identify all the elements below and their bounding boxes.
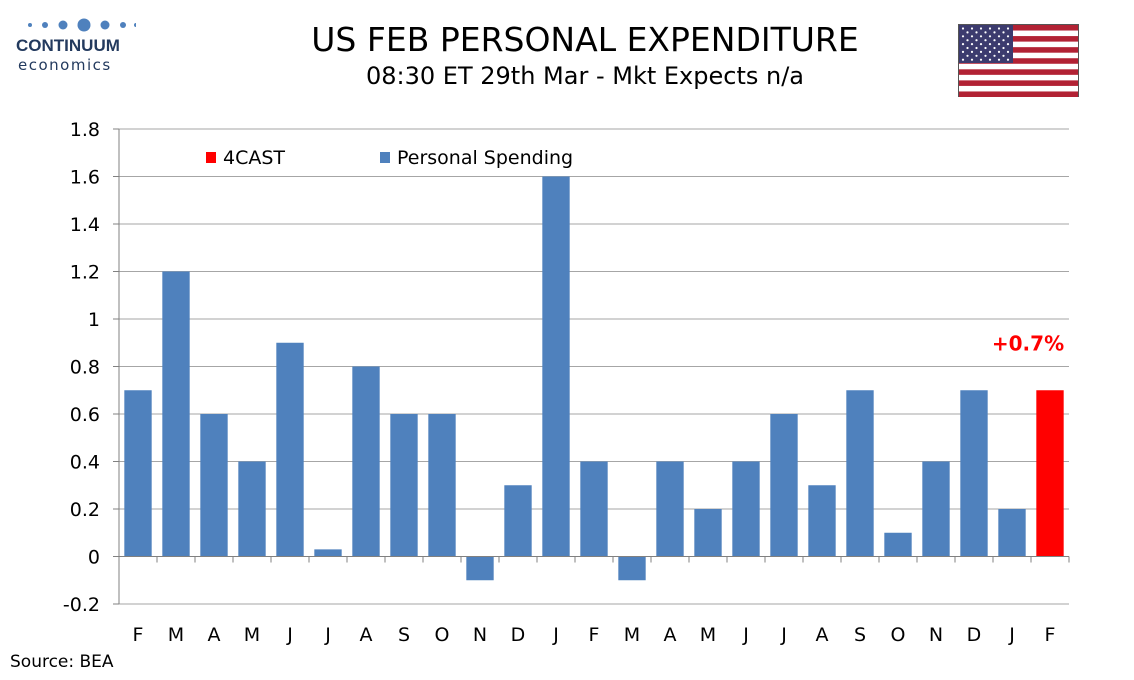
y-tick-label: 1.8: [70, 119, 100, 141]
logo-name: CONTINUUM: [16, 36, 120, 55]
chart-subtitle: 08:30 ET 29th Mar - Mkt Expects n/a: [366, 62, 804, 90]
spending-bar: [542, 176, 570, 557]
x-tick-label: D: [967, 624, 982, 646]
x-tick-label: J: [552, 624, 559, 646]
source-note: Source: BEA: [10, 652, 114, 672]
forecast-label: +0.7%: [992, 331, 1064, 355]
x-tick-label: S: [398, 624, 410, 646]
x-tick-label: J: [1008, 624, 1015, 646]
us-flag-icon: [958, 24, 1079, 97]
spending-bar: [162, 271, 190, 557]
x-tick-label: J: [780, 624, 787, 646]
y-tick-label: 0.8: [70, 357, 100, 379]
x-tick-label: A: [360, 624, 373, 646]
x-tick-label: M: [624, 624, 640, 646]
y-tick-label: -0.2: [63, 594, 100, 616]
y-tick-label: 0: [88, 547, 100, 569]
y-tick-label: 1.2: [70, 262, 100, 284]
spending-bar: [428, 414, 456, 557]
y-tick-label: 1: [88, 309, 100, 331]
x-tick-label: F: [1045, 624, 1056, 646]
x-tick-label: A: [664, 624, 677, 646]
spending-bar: [314, 549, 342, 557]
bars: [124, 176, 1064, 581]
logo-dots-icon: [28, 18, 136, 32]
spending-bar: [808, 485, 836, 557]
legend-swatch: [380, 152, 390, 163]
x-tick-label: A: [816, 624, 829, 646]
legend-label: Personal Spending: [397, 147, 573, 169]
spending-bar: [200, 414, 228, 557]
spending-bar: [998, 509, 1026, 557]
spending-bar: [922, 461, 950, 557]
x-tick-label: M: [700, 624, 716, 646]
x-tick-label: S: [854, 624, 866, 646]
spending-bar: [390, 414, 418, 557]
spending-bar: [352, 366, 380, 557]
y-tick-label: 0.2: [70, 499, 100, 521]
x-tick-label: F: [589, 624, 600, 646]
spending-bar: [124, 390, 152, 557]
logo-subtitle: economics: [18, 56, 112, 74]
legend-label: 4CAST: [223, 147, 285, 169]
x-tick-label: N: [473, 624, 487, 646]
spending-bar: [884, 532, 912, 557]
x-tick-label: M: [244, 624, 260, 646]
legend-swatch: [206, 152, 216, 163]
spending-bar: [960, 390, 988, 557]
annotations: +0.7%: [992, 331, 1064, 355]
spending-bar: [504, 485, 532, 557]
legend: 4CAST Personal Spending: [206, 147, 573, 169]
forecast-bar: [1036, 390, 1064, 557]
spending-bar: [618, 556, 646, 581]
spending-bar: [238, 461, 266, 557]
spending-bar: [466, 556, 494, 581]
spending-bar: [770, 414, 798, 557]
x-tick-label: J: [324, 624, 331, 646]
x-tick-label: D: [511, 624, 526, 646]
spending-bar: [694, 509, 722, 557]
continuum-logo: CONTINUUM economics: [12, 14, 142, 76]
x-tick-label: O: [891, 624, 906, 646]
x-tick-label: M: [168, 624, 184, 646]
x-tick-label: J: [742, 624, 749, 646]
spending-bar: [276, 342, 304, 557]
spending-bar: [656, 461, 684, 557]
spending-bar: [732, 461, 760, 557]
x-tick-label: O: [435, 624, 450, 646]
y-tick-label: 0.6: [70, 404, 100, 426]
x-tick-label: A: [208, 624, 221, 646]
x-tick-label: F: [133, 624, 144, 646]
spending-bar: [846, 390, 874, 557]
y-tick-label: 0.4: [70, 452, 100, 474]
axes: -0.2 0 0.2 0.4 0.6 0.8 1 1.2 1.4 1.6 1.8 F M A M J J A S O N…: [63, 119, 1070, 646]
x-tick-label: J: [286, 624, 293, 646]
x-tick-label: N: [929, 624, 943, 646]
chart-title: US FEB PERSONAL EXPENDITURE: [311, 20, 859, 59]
spending-bar: [580, 461, 608, 557]
y-tick-label: 1.4: [70, 214, 100, 236]
y-tick-label: 1.6: [70, 167, 100, 189]
